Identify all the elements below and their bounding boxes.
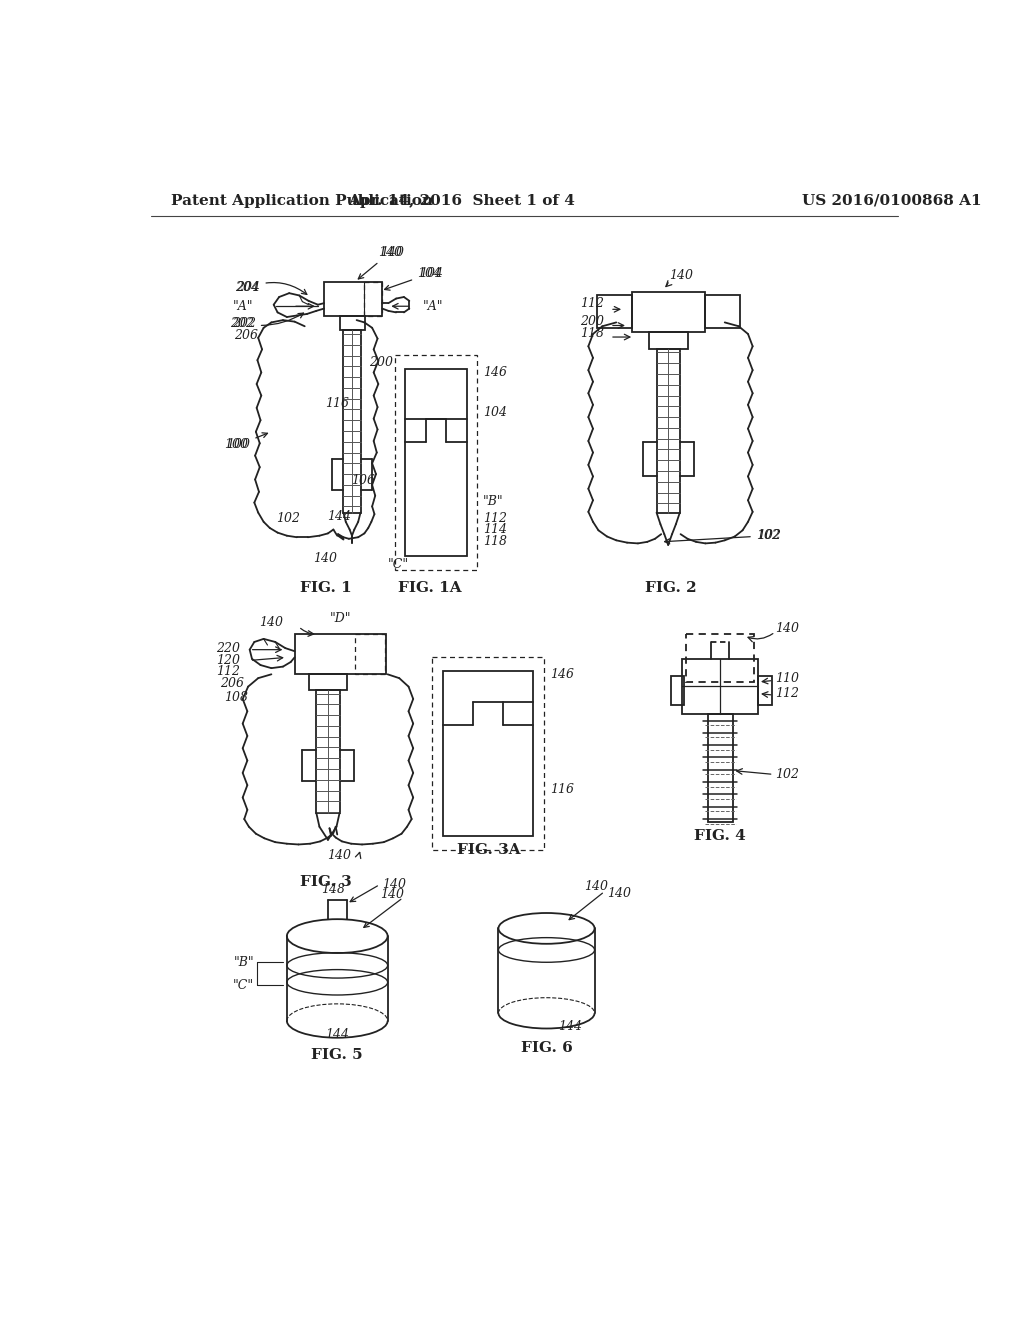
Text: FIG. 1A: FIG. 1A xyxy=(398,581,462,595)
Text: 204: 204 xyxy=(237,281,307,294)
Text: 140: 140 xyxy=(313,552,337,565)
Text: Apr. 14, 2016  Sheet 1 of 4: Apr. 14, 2016 Sheet 1 of 4 xyxy=(348,194,574,207)
Text: 148: 148 xyxy=(322,883,345,896)
Bar xyxy=(295,635,386,675)
Text: 104: 104 xyxy=(483,407,507,418)
Text: "C": "C" xyxy=(233,979,254,991)
Text: FIG. 2: FIG. 2 xyxy=(645,581,696,595)
Text: 140: 140 xyxy=(584,879,607,892)
Text: 140: 140 xyxy=(259,616,283,630)
Bar xyxy=(316,689,340,813)
Bar xyxy=(656,348,680,512)
Text: "C": "C" xyxy=(388,558,409,572)
Bar xyxy=(343,330,360,512)
Bar xyxy=(443,671,532,836)
Text: 112: 112 xyxy=(216,665,241,677)
Bar xyxy=(649,331,687,348)
Text: 110: 110 xyxy=(775,672,799,685)
Text: 202: 202 xyxy=(231,313,303,330)
Text: 100: 100 xyxy=(224,438,248,451)
Text: 140: 140 xyxy=(380,888,403,902)
Bar xyxy=(597,296,632,327)
Text: 204: 204 xyxy=(234,281,259,294)
Bar xyxy=(682,659,758,714)
Text: 120: 120 xyxy=(216,653,241,667)
Text: 140: 140 xyxy=(775,622,799,635)
Text: 104: 104 xyxy=(385,268,441,290)
Text: "B": "B" xyxy=(233,956,254,969)
Text: 144: 144 xyxy=(326,1028,349,1041)
Text: 102: 102 xyxy=(665,529,779,544)
Bar xyxy=(686,635,755,682)
Text: "A": "A" xyxy=(423,300,443,313)
Text: 106: 106 xyxy=(351,474,375,487)
Text: 146: 146 xyxy=(550,668,574,681)
Bar xyxy=(340,317,366,330)
Text: 200: 200 xyxy=(580,315,604,329)
Bar xyxy=(708,714,732,822)
Bar xyxy=(632,292,706,331)
Text: 146: 146 xyxy=(483,366,507,379)
Text: FIG. 4: FIG. 4 xyxy=(694,829,745,843)
Text: 102: 102 xyxy=(758,529,781,543)
Text: 100: 100 xyxy=(226,433,267,451)
Text: 140: 140 xyxy=(358,246,402,279)
Text: 140: 140 xyxy=(669,269,693,282)
Text: 118: 118 xyxy=(483,535,507,548)
Bar xyxy=(758,676,772,705)
Text: FIG. 3A: FIG. 3A xyxy=(457,843,520,857)
Text: 112: 112 xyxy=(483,512,507,525)
Text: FIG. 3: FIG. 3 xyxy=(300,875,351,890)
Bar xyxy=(671,676,684,705)
Text: FIG. 5: FIG. 5 xyxy=(311,1048,364,1063)
Text: "D": "D" xyxy=(330,612,351,626)
Text: 206: 206 xyxy=(220,677,245,690)
Text: 118: 118 xyxy=(580,327,604,341)
Text: 140: 140 xyxy=(380,246,403,259)
Bar xyxy=(324,281,382,317)
Text: 206: 206 xyxy=(234,329,258,342)
Text: Patent Application Publication: Patent Application Publication xyxy=(171,194,432,207)
Text: 202: 202 xyxy=(230,317,254,330)
Bar xyxy=(395,355,477,570)
Text: FIG. 6: FIG. 6 xyxy=(520,1040,572,1055)
Bar xyxy=(365,281,382,317)
Bar xyxy=(404,368,467,557)
Bar xyxy=(355,635,385,675)
Text: 104: 104 xyxy=(419,268,442,280)
Bar xyxy=(308,675,347,689)
Bar xyxy=(706,296,740,327)
Text: 114: 114 xyxy=(483,523,507,536)
Text: US 2016/0100868 A1: US 2016/0100868 A1 xyxy=(802,194,982,207)
Text: 112: 112 xyxy=(775,686,799,700)
Text: 200: 200 xyxy=(369,356,393,370)
Text: 140: 140 xyxy=(328,849,351,862)
Text: "B": "B" xyxy=(483,495,504,508)
Text: 108: 108 xyxy=(224,690,248,704)
Text: 116: 116 xyxy=(550,783,574,796)
Text: 102: 102 xyxy=(276,512,300,525)
Text: 102: 102 xyxy=(775,768,799,781)
Text: "A": "A" xyxy=(232,300,253,313)
Text: 140: 140 xyxy=(607,887,631,900)
Bar xyxy=(432,657,544,850)
Text: FIG. 1: FIG. 1 xyxy=(300,581,351,595)
Text: 140: 140 xyxy=(382,878,407,891)
Text: 144: 144 xyxy=(328,510,351,523)
Text: 112: 112 xyxy=(580,297,604,310)
Text: 116: 116 xyxy=(325,397,349,409)
Text: 220: 220 xyxy=(216,642,241,655)
Text: 144: 144 xyxy=(558,1020,582,1034)
